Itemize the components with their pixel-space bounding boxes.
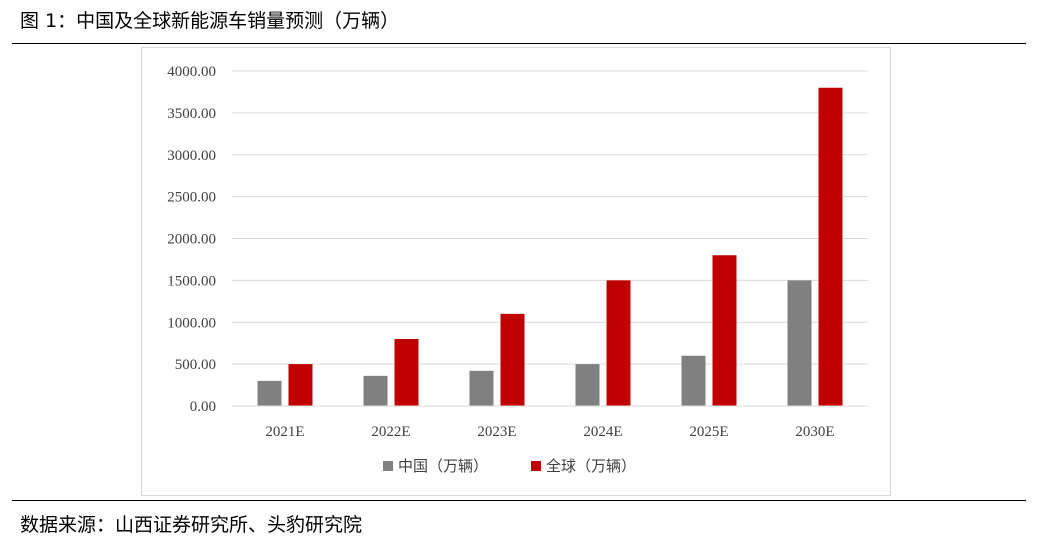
x-tick-label: 2021E xyxy=(265,424,304,440)
bar-china-2023E xyxy=(469,370,494,406)
y-tick-label: 1000.00 xyxy=(167,315,216,331)
legend-label-china: 中国（万辆） xyxy=(398,457,488,475)
bar-global-2022E xyxy=(394,339,419,406)
y-tick-label: 0.00 xyxy=(190,399,216,415)
bars xyxy=(257,87,843,406)
chart-frame xyxy=(141,47,891,496)
y-tick-label: 3500.00 xyxy=(167,106,216,122)
bar-global-2030E xyxy=(818,87,843,406)
x-tick-label: 2023E xyxy=(477,424,516,440)
bottom-divider xyxy=(12,500,1026,501)
figure-title: 图 1：中国及全球新能源车销量预测（万辆） xyxy=(20,10,400,32)
top-divider xyxy=(12,43,1026,44)
gridlines xyxy=(232,70,868,365)
x-tick-label: 2024E xyxy=(583,424,622,440)
y-tick-label: 2500.00 xyxy=(167,190,216,206)
data-source: 数据来源：山西证券研究所、头豹研究院 xyxy=(20,514,363,536)
y-tick-label: 2000.00 xyxy=(167,232,216,248)
axes: 0.00 500.00 1000.00 1500.00 2000.00 2500.00 30… xyxy=(167,64,868,440)
bar-global-2025E xyxy=(712,255,737,406)
bar-china-2022E xyxy=(363,375,388,406)
y-tick-label: 4000.00 xyxy=(167,64,216,80)
x-tick-label: 2025E xyxy=(689,424,728,440)
y-tick-label: 3000.00 xyxy=(167,148,216,164)
y-tick-label: 1500.00 xyxy=(167,273,216,289)
bar-global-2024E xyxy=(606,280,631,406)
x-tick-label: 2022E xyxy=(371,424,410,440)
legend-swatch-global xyxy=(531,461,541,471)
y-tick-label: 500.00 xyxy=(175,357,216,373)
bar-china-2024E xyxy=(575,364,600,406)
x-tick-label: 2030E xyxy=(795,424,834,440)
bar-china-2021E xyxy=(257,380,282,406)
legend: 中国（万辆） 全球（万辆） xyxy=(383,457,636,475)
bar-china-2025E xyxy=(681,355,706,406)
bar-china-2030E xyxy=(787,280,812,406)
bar-global-2023E xyxy=(500,313,525,406)
legend-swatch-china xyxy=(383,461,393,471)
bar-global-2021E xyxy=(288,364,313,406)
legend-label-global: 全球（万辆） xyxy=(546,457,636,475)
